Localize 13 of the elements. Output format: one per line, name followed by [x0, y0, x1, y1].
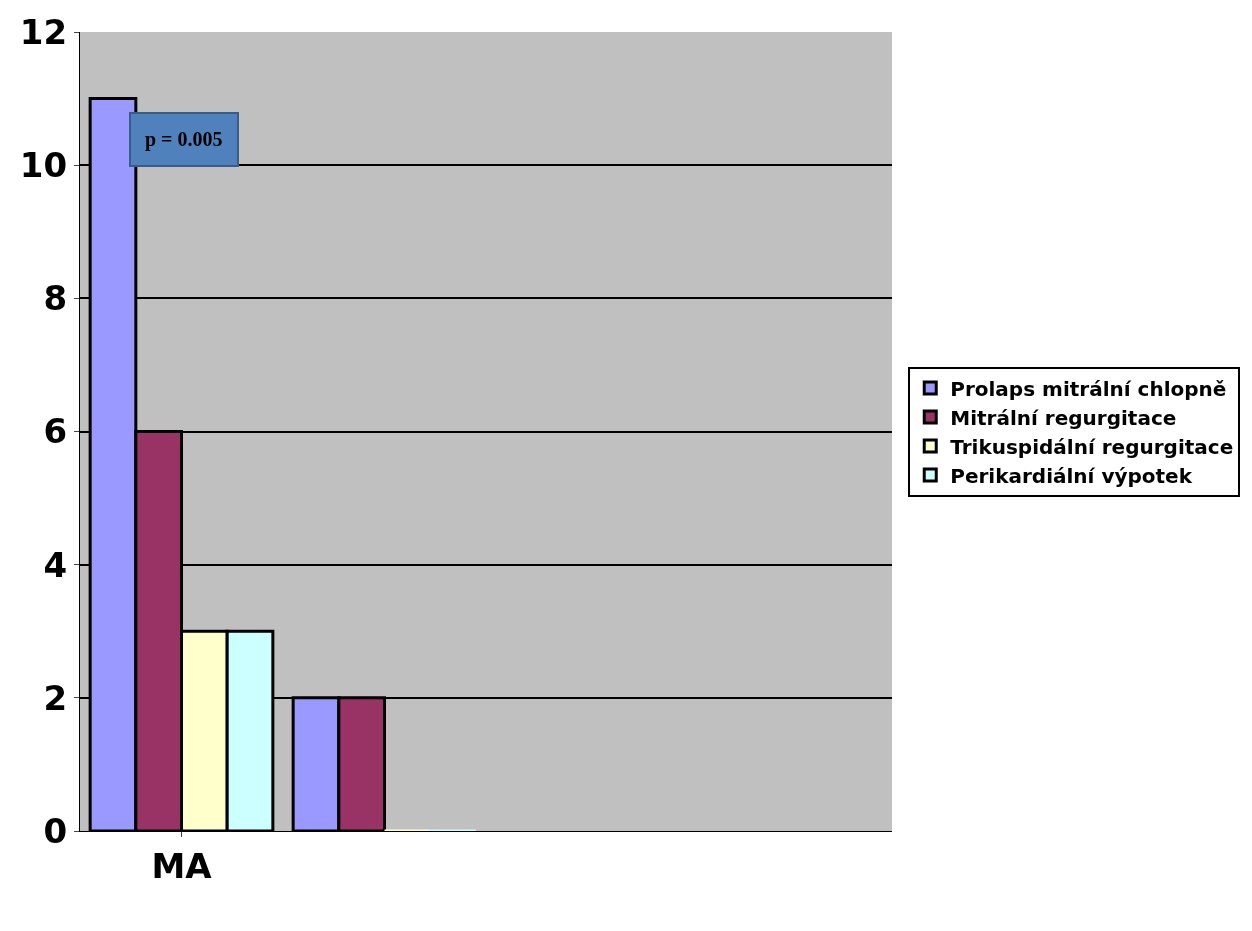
legend-label: Perikardiální výpotek — [950, 463, 1193, 488]
y-tick-label: 8 — [43, 278, 68, 319]
legend-label: Prolaps mitrální chlopně — [950, 376, 1227, 401]
legend-label: Mitrální regurgitace — [950, 405, 1177, 430]
y-tick-label: 6 — [43, 411, 68, 452]
y-tick-label: 10 — [19, 145, 68, 186]
annotation: p = 0.005 — [145, 128, 223, 151]
y-tick-label: 0 — [43, 810, 68, 851]
x-tick-label: MA — [151, 845, 213, 886]
y-tick-label: 2 — [43, 677, 68, 718]
y-tick-label: 4 — [43, 544, 68, 585]
legend-label: Trikuspidální regurgitace — [950, 434, 1234, 459]
y-tick-label: 12 — [19, 11, 68, 52]
